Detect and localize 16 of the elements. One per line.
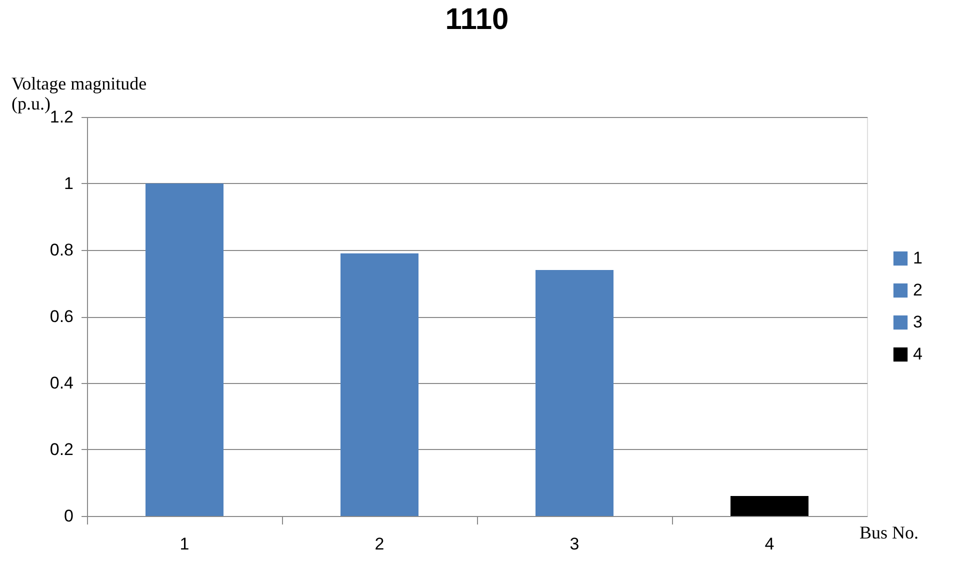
legend-label: 3 bbox=[913, 312, 922, 332]
x-tick-label: 4 bbox=[764, 534, 774, 554]
y-tick-label: 0.4 bbox=[50, 374, 74, 392]
y-tick-label: 0.2 bbox=[50, 440, 74, 459]
x-tick-label: 2 bbox=[374, 534, 384, 554]
chart-title: 1110 bbox=[445, 3, 509, 36]
y-tick-label: 0 bbox=[64, 506, 74, 526]
legend-label: 2 bbox=[913, 280, 922, 300]
x-tick-label: 3 bbox=[570, 534, 580, 554]
y-tick-label: 0.8 bbox=[50, 240, 74, 260]
legend-label: 4 bbox=[913, 344, 922, 364]
legend-label: 1 bbox=[913, 248, 922, 268]
x-tick-label: 1 bbox=[180, 534, 190, 554]
y-tick-label: 1 bbox=[64, 174, 74, 193]
x-axis-title: Bus No. bbox=[860, 522, 919, 542]
y-tick-label: 0.6 bbox=[50, 307, 74, 326]
